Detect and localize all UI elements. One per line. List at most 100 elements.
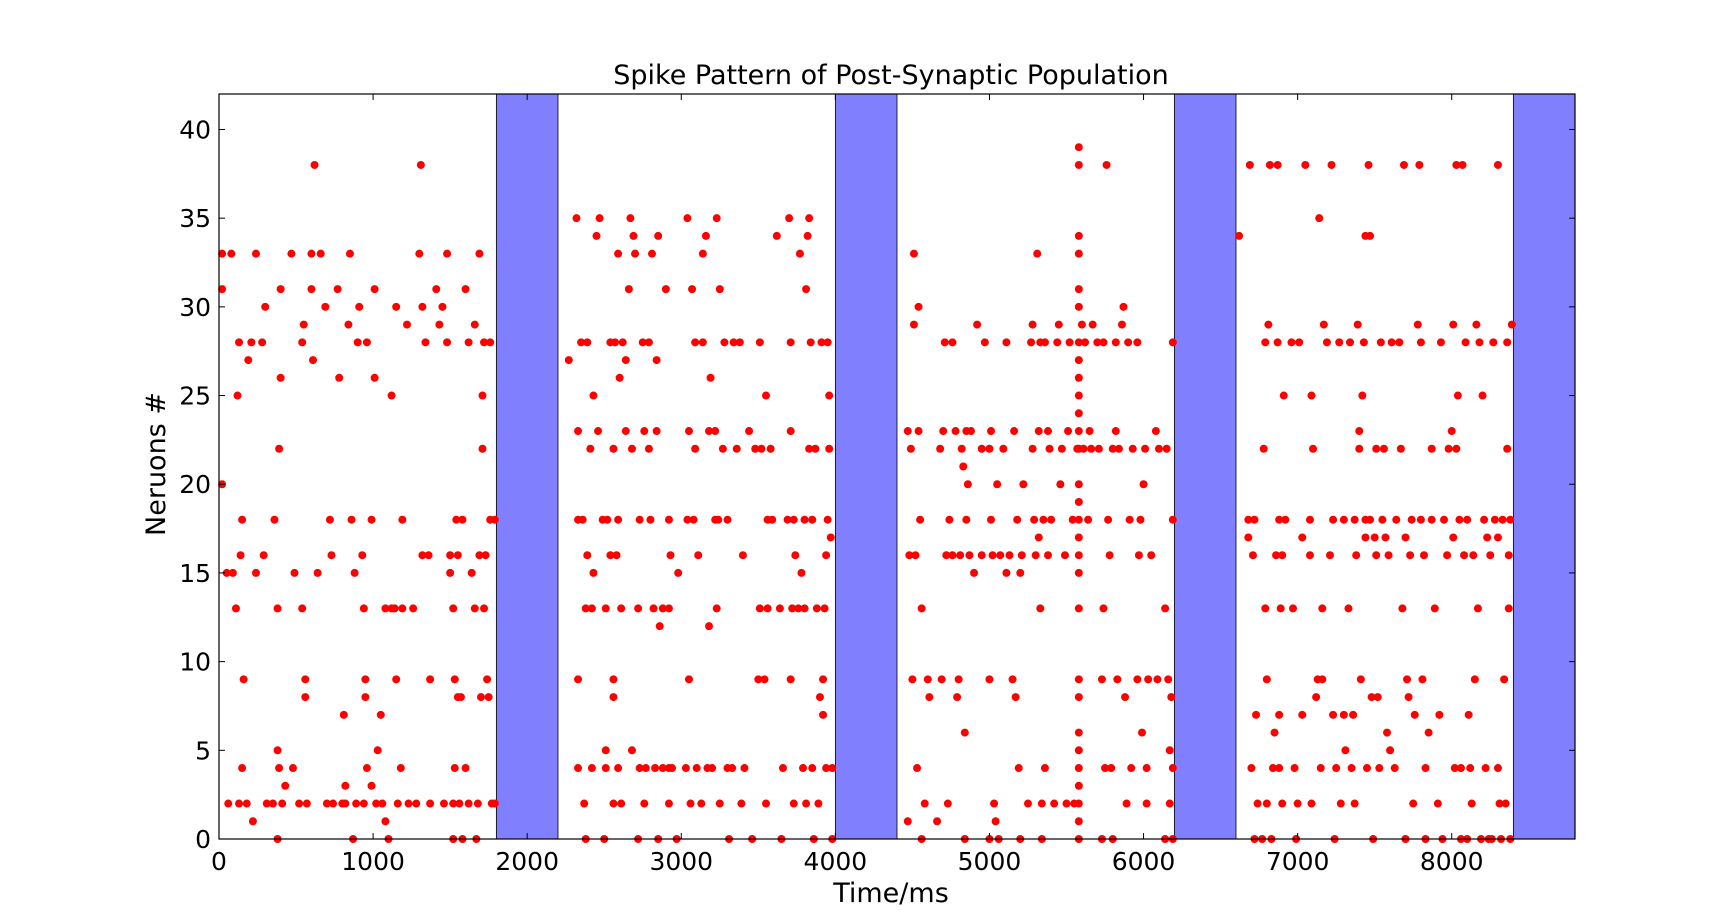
spike-point	[1347, 764, 1356, 773]
spike-point	[808, 764, 817, 773]
spike-point	[1375, 764, 1384, 773]
spike-point	[235, 799, 244, 808]
spike-point	[640, 427, 649, 436]
spike-point	[802, 285, 811, 294]
spike-point	[942, 551, 951, 560]
y-axis-ticks: 0 5 10 15 20 25 30 35 40	[179, 115, 1575, 854]
spike-point	[484, 693, 493, 702]
spike-point	[392, 675, 401, 684]
spike-point	[960, 728, 969, 737]
spike-point	[1105, 551, 1114, 560]
spike-point	[1168, 338, 1177, 347]
spike-point	[461, 285, 470, 294]
spike-point	[361, 675, 370, 684]
spike-point	[1427, 444, 1436, 453]
spike-point	[1167, 693, 1176, 702]
spike-point	[1044, 427, 1053, 436]
spike-point	[666, 551, 675, 560]
spike-point	[1245, 160, 1254, 169]
spike-point	[1074, 285, 1083, 294]
spike-point	[1483, 533, 1492, 542]
spike-point	[916, 515, 925, 524]
spike-point	[310, 160, 319, 169]
spike-point	[1415, 160, 1424, 169]
spike-point	[797, 568, 806, 577]
spike-point	[825, 391, 834, 400]
spike-point	[450, 764, 459, 773]
spike-point	[819, 675, 828, 684]
spike-point	[1088, 320, 1097, 329]
spike-point	[786, 675, 795, 684]
spike-point	[1060, 551, 1069, 560]
spike-point	[1452, 444, 1461, 453]
spike-point	[402, 320, 411, 329]
spike-point	[819, 710, 828, 719]
spike-point	[452, 515, 461, 524]
spike-point	[483, 675, 492, 684]
spike-point	[358, 551, 367, 560]
spike-point	[943, 799, 952, 808]
spike-point	[1456, 764, 1465, 773]
spike-point	[1057, 444, 1066, 453]
spike-point	[913, 764, 922, 773]
spike-point	[367, 515, 376, 524]
spike-point	[416, 160, 425, 169]
spike-point	[903, 817, 912, 826]
spike-point	[911, 551, 920, 560]
spike-point	[594, 427, 603, 436]
spike-point	[1298, 710, 1307, 719]
spike-point	[1074, 356, 1083, 365]
spike-point	[361, 693, 370, 702]
spike-point	[681, 764, 690, 773]
spike-point	[740, 764, 749, 773]
spike-point	[353, 338, 362, 347]
spike-point	[624, 285, 633, 294]
spike-point	[715, 799, 724, 808]
spike-point	[475, 551, 484, 560]
spike-point	[705, 622, 714, 631]
spike-point	[449, 604, 458, 613]
x-tick-label: 6000	[1112, 847, 1176, 876]
spike-point	[1074, 533, 1083, 542]
spike-point	[1392, 515, 1401, 524]
spike-point	[973, 320, 982, 329]
spike-point	[1045, 444, 1054, 453]
spike-point	[339, 710, 348, 719]
spike-point	[1040, 764, 1049, 773]
spike-point	[595, 214, 604, 223]
spike-point	[231, 604, 240, 613]
spike-point	[1030, 515, 1039, 524]
spike-point	[652, 356, 661, 365]
spike-point	[957, 444, 966, 453]
spike-point	[1358, 391, 1367, 400]
spike-point	[1128, 444, 1137, 453]
spike-point	[298, 338, 307, 347]
spike-point	[1316, 764, 1325, 773]
spike-point	[933, 817, 942, 826]
spike-point	[939, 427, 948, 436]
spike-point	[615, 373, 624, 382]
spike-point	[786, 338, 795, 347]
spike-point	[1074, 338, 1083, 347]
spike-point	[299, 320, 308, 329]
spike-point	[1455, 515, 1464, 524]
spike-point	[1136, 515, 1145, 524]
spike-point	[691, 338, 700, 347]
spike-point	[1307, 799, 1316, 808]
spike-point	[1074, 693, 1083, 702]
spike-point	[668, 764, 677, 773]
spike-point	[1327, 160, 1336, 169]
spike-point	[481, 551, 490, 560]
spike-point	[1265, 160, 1274, 169]
spike-point	[1134, 551, 1143, 560]
spike-point	[1074, 746, 1083, 755]
spike-point	[795, 249, 804, 258]
spike-point	[811, 444, 820, 453]
spike-point	[617, 799, 626, 808]
spike-point	[455, 799, 464, 808]
spike-point	[1305, 551, 1314, 560]
spike-point	[791, 551, 800, 560]
spike-point	[640, 799, 649, 808]
spike-point	[1378, 515, 1387, 524]
spike-point	[800, 604, 809, 613]
